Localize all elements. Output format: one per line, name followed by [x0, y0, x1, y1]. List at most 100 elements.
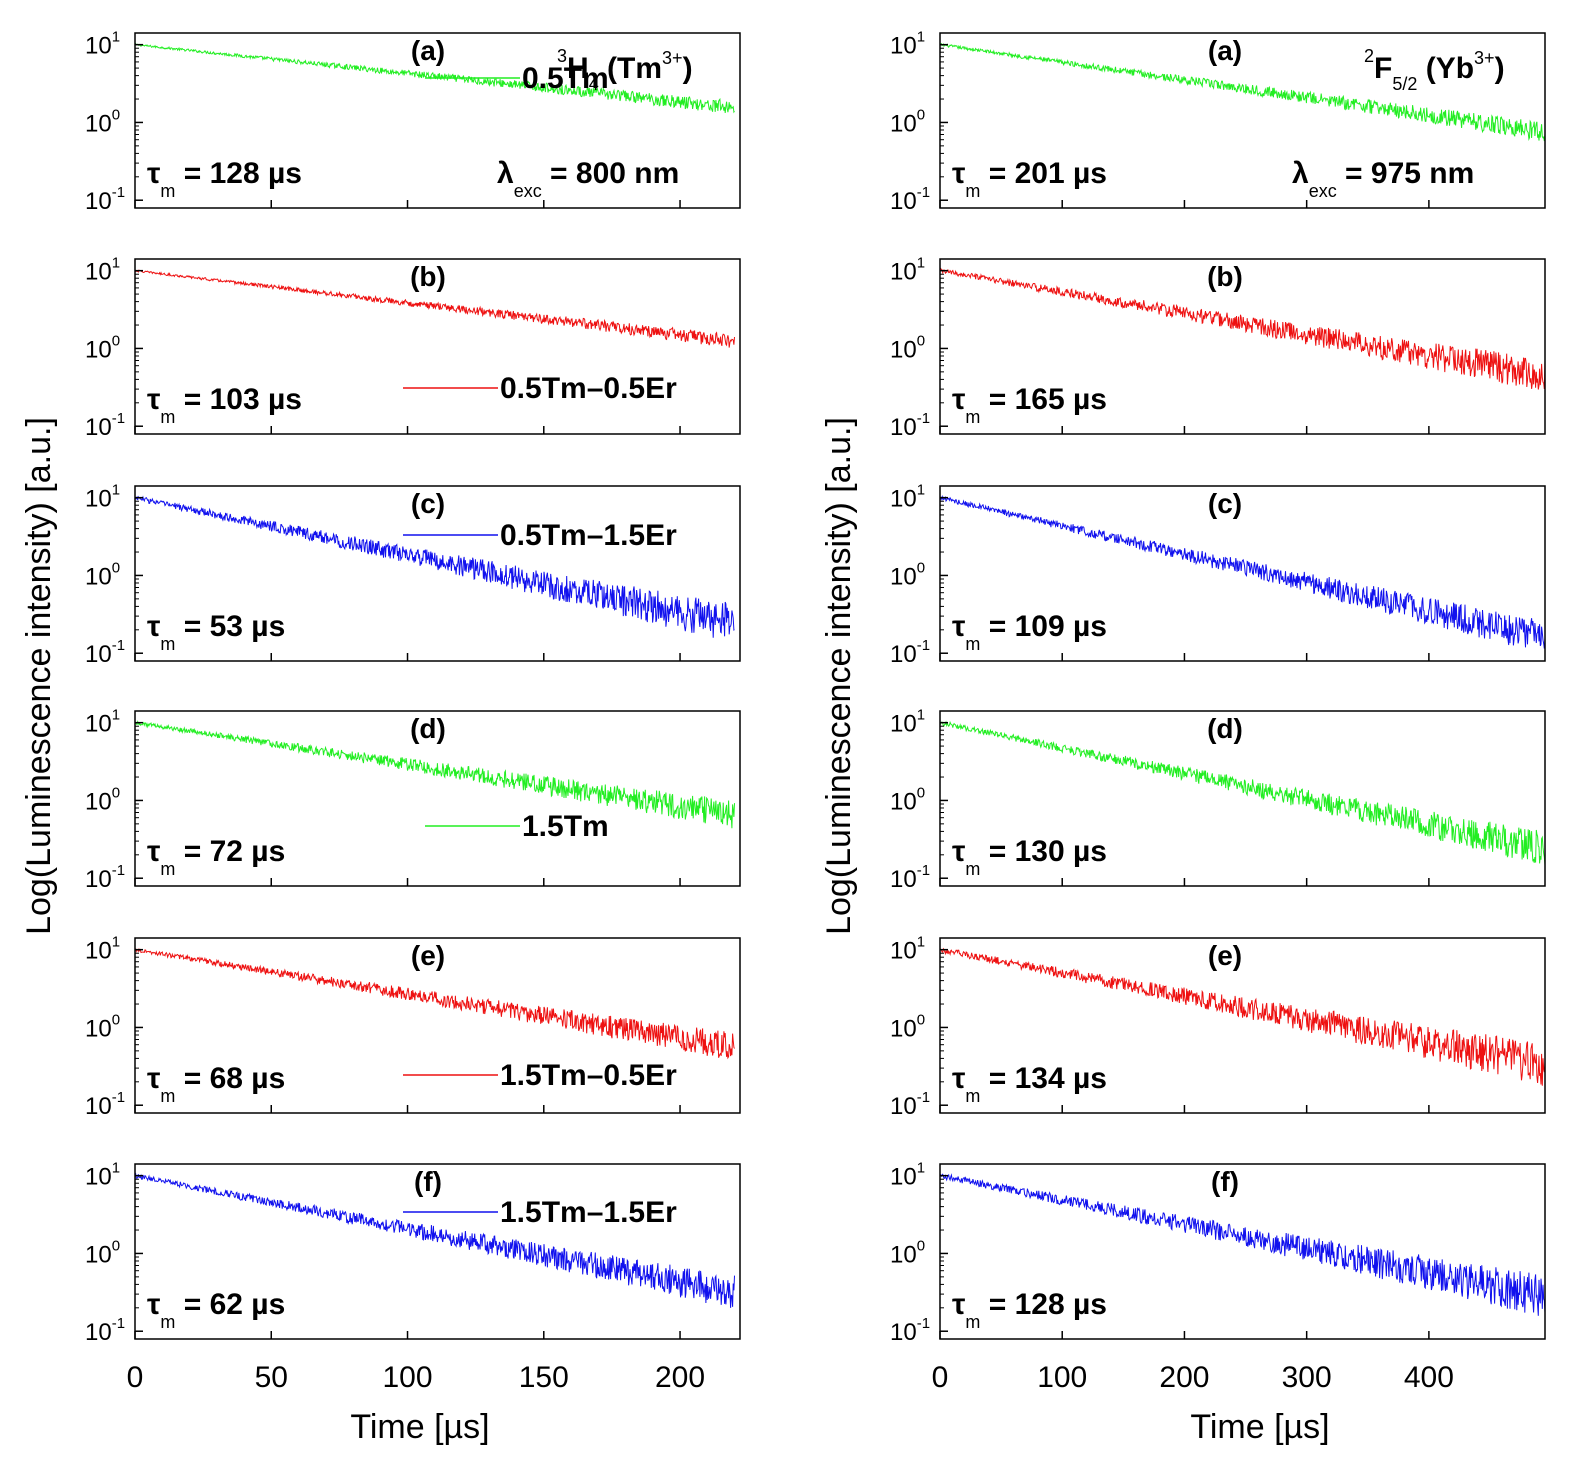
decay-series-yb-4 [939, 720, 1546, 865]
panel-label: (e) [1208, 940, 1242, 971]
y-tick-label: 100 [890, 559, 925, 590]
y-tick-label: 10-1 [890, 862, 930, 893]
y-tick-label: 100 [85, 106, 120, 137]
panel-label: (f) [1211, 1166, 1239, 1197]
panel-yb-5: 101 100 10-1 (e) τm = 134 µs [890, 934, 1546, 1120]
y-tick-label: 10-1 [85, 410, 125, 441]
y-tick-label: 10-1 [890, 410, 930, 441]
decay-series-tm-3 [134, 495, 735, 638]
y-tick-label: 10-1 [85, 637, 125, 668]
panel-tm-6: 101 100 10-1 (f) τm = 62 µs 1.5Tm–1.5Er 0 50 100… [85, 1160, 741, 1394]
y-tick-label: 100 [890, 332, 925, 363]
panel-label: (c) [1208, 488, 1242, 519]
tau-annotation: τm = 53 µs [147, 610, 285, 654]
y-tick-label: 100 [85, 559, 120, 590]
panel-label: (d) [1207, 713, 1243, 744]
y-tick-label: 101 [890, 934, 925, 965]
x-axis-title-right: Time [µs] [1190, 1408, 1329, 1446]
legend-label: 0.5Tm–1.5Er [500, 519, 677, 552]
panel-tm-4: 101 100 10-1 (d) τm = 72 µs 1.5Tm [85, 707, 741, 893]
y-tick-label: 100 [85, 784, 120, 815]
panel-yb-6: 101 100 10-1 (f) τm = 128 µs0 100 200 300 400 [890, 1160, 1546, 1394]
y-tick-label: 101 [890, 707, 925, 738]
y-tick-label: 10-1 [890, 1089, 930, 1120]
y-tick-label: 10-1 [85, 862, 125, 893]
panel-yb-1: 101 100 10-1 (a) τm = 201 µs 2F5/2 (Yb3+) λexc… [890, 29, 1546, 215]
panel-tm-5: 101 100 10-1 (e) τm = 68 µs 1.5Tm–0.5Er [85, 934, 741, 1120]
panel-frame [134, 258, 741, 435]
tau-annotation: τm = 165 µs [952, 383, 1107, 427]
panel-label: (a) [411, 35, 445, 66]
panel-label: (c) [411, 488, 445, 519]
panel-label: (d) [410, 713, 446, 744]
y-tick-label: 100 [890, 1237, 925, 1268]
legend-label: 0.5Tm [522, 62, 609, 95]
x-tick-label: 0 [127, 1361, 144, 1394]
tau-annotation: τm = 201 µs [952, 157, 1107, 201]
y-tick-label: 101 [890, 1160, 925, 1191]
y-tick-label: 101 [85, 482, 120, 513]
x-tick-label: 100 [382, 1361, 432, 1394]
decay-series-yb-6 [939, 1173, 1546, 1316]
legend-label: 0.5Tm–0.5Er [500, 372, 677, 405]
excitation-wavelength: λexc = 800 nm [497, 157, 679, 201]
excitation-wavelength: λexc = 975 nm [1292, 157, 1474, 201]
panel-label: (b) [410, 261, 446, 292]
panel-frame [134, 710, 741, 887]
y-tick-label: 100 [890, 784, 925, 815]
panel-yb-4: 101 100 10-1 (d) τm = 130 µs [890, 707, 1546, 893]
decay-series-tm-5 [134, 947, 735, 1060]
panel-frame [134, 937, 741, 1114]
panel-frame [134, 32, 741, 209]
y-tick-label: 100 [85, 1237, 120, 1268]
energy-level-label: 3H4 (Tm3+) [557, 46, 693, 94]
y-tick-label: 10-1 [85, 1315, 125, 1346]
decay-series-tm-4 [134, 720, 735, 829]
y-tick-label: 101 [85, 707, 120, 738]
tau-annotation: τm = 68 µs [147, 1062, 285, 1106]
decay-series-tm-1 [134, 43, 735, 114]
panel-frame [939, 1163, 1546, 1340]
x-tick-label: 50 [255, 1361, 288, 1394]
y-tick-label: 10-1 [890, 184, 930, 215]
y-tick-label: 100 [890, 1011, 925, 1042]
decay-series-yb-3 [939, 494, 1546, 649]
panel-yb-3: 101 100 10-1 (c) τm = 109 µs [890, 482, 1546, 668]
x-axis-title-left: Time [µs] [350, 1408, 489, 1446]
legend-label: 1.5Tm–1.5Er [500, 1196, 677, 1229]
tau-annotation: τm = 109 µs [952, 610, 1107, 654]
panel-frame [939, 485, 1546, 662]
tau-annotation: τm = 72 µs [147, 835, 285, 879]
panel-frame [939, 710, 1546, 887]
decay-series-tm-6 [134, 1172, 735, 1308]
x-tick-label: 150 [519, 1361, 569, 1394]
y-tick-label: 101 [890, 29, 925, 60]
y-axis-title-left: Log(Luminescence intensity) [a.u.] [20, 417, 58, 935]
energy-level-label: 2F5/2 (Yb3+) [1364, 46, 1505, 94]
panel-tm-2: 101 100 10-1 (b) τm = 103 µs 0.5Tm–0.5Er [85, 255, 741, 441]
legend-label: 1.5Tm [522, 810, 609, 843]
panel-label: (f) [414, 1166, 442, 1197]
tau-annotation: τm = 103 µs [147, 383, 302, 427]
y-tick-label: 100 [85, 1011, 120, 1042]
panel-label: (b) [1207, 261, 1243, 292]
panel-frame [939, 32, 1546, 209]
decay-series-yb-5 [939, 947, 1546, 1086]
tau-annotation: τm = 62 µs [147, 1288, 285, 1332]
y-tick-label: 101 [85, 255, 120, 286]
panel-tm-3: 101 100 10-1 (c) τm = 53 µs 0.5Tm–1.5Er [85, 482, 741, 668]
x-tick-label: 300 [1282, 1361, 1332, 1394]
y-tick-label: 10-1 [890, 1315, 930, 1346]
y-tick-label: 10-1 [85, 184, 125, 215]
y-tick-label: 101 [85, 1160, 120, 1191]
y-tick-label: 101 [85, 934, 120, 965]
legend-label: 1.5Tm–0.5Er [500, 1059, 677, 1092]
tau-annotation: τm = 128 µs [147, 157, 302, 201]
x-tick-label: 200 [1159, 1361, 1209, 1394]
decay-series-yb-1 [939, 42, 1546, 142]
x-tick-label: 100 [1037, 1361, 1087, 1394]
column-yb-decay: Log(Luminescence intensity) [a.u.] Time … [820, 29, 1546, 1446]
y-tick-label: 10-1 [85, 1089, 125, 1120]
